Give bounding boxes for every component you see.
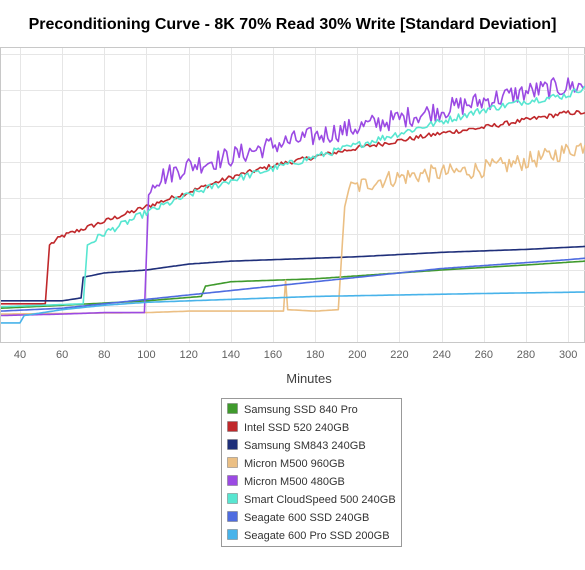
legend-swatch-seagate-600-pro-ssd-200gb [227, 529, 238, 540]
legend-label-seagate-600-pro-ssd-200gb: Seagate 600 Pro SSD 200GB [244, 530, 390, 542]
legend-label-smart-cloudspeed-500-240gb: Smart CloudSpeed 500 240GB [244, 494, 396, 506]
legend-swatch-seagate-600-ssd-240gb [227, 511, 238, 522]
x-tick-labels: 40 60 80 100 120 140 160 180 200 220 240 260 280 300 [14, 349, 577, 361]
x-tick-label: 40 [14, 349, 26, 361]
x-axis-title: Minutes [286, 371, 332, 386]
legend-swatch-samsung-sm843-240gb [227, 439, 238, 450]
legend-label-intel-ssd-520-240gb: Intel SSD 520 240GB [244, 422, 349, 434]
x-tick-label: 300 [559, 349, 577, 361]
x-tick-label: 120 [179, 349, 197, 361]
legend-swatch-micron-m500-480gb [227, 475, 238, 486]
x-tick-label: 60 [56, 349, 68, 361]
x-tick-label: 240 [432, 349, 450, 361]
series-line-samsung-sm843-240gb [1, 245, 585, 302]
legend-label-samsung-ssd-840-pro: Samsung SSD 840 Pro [244, 404, 358, 416]
series-layer [0, 77, 585, 324]
x-tick-label: 260 [475, 349, 493, 361]
series-line-smart-cloudspeed-500-240gb [0, 85, 585, 308]
legend-swatch-intel-ssd-520-240gb [227, 421, 238, 432]
x-tick-label: 220 [390, 349, 408, 361]
legend-label-seagate-600-ssd-240gb: Seagate 600 SSD 240GB [244, 512, 369, 524]
legend-label-micron-m500-480gb: Micron M500 480GB [244, 476, 345, 488]
series-line-micron-m500-960gb [0, 142, 585, 315]
series-line-intel-ssd-520-240gb [1, 110, 585, 305]
x-tick-label: 280 [517, 349, 535, 361]
x-tick-label: 140 [222, 349, 240, 361]
legend-swatch-micron-m500-960gb [227, 457, 238, 468]
x-tick-label: 200 [348, 349, 366, 361]
x-tick-label: 160 [264, 349, 282, 361]
legend-label-micron-m500-960gb: Micron M500 960GB [244, 458, 345, 470]
chart-title: Preconditioning Curve - 8K 70% Read 30% … [28, 16, 557, 33]
series-line-micron-m500-480gb [1, 77, 585, 317]
legend-swatch-samsung-ssd-840-pro [227, 403, 238, 414]
legend-box [221, 398, 402, 547]
series-line-seagate-600-ssd-240gb [0, 257, 585, 312]
x-tick-label: 180 [306, 349, 324, 361]
series-line-samsung-ssd-840-pro [0, 260, 585, 309]
legend-swatch-smart-cloudspeed-500-240gb [227, 493, 238, 504]
x-tick-label: 80 [98, 349, 110, 361]
x-tick-label: 100 [137, 349, 155, 361]
legend-label-samsung-sm843-240gb: Samsung SM843 240GB [244, 440, 366, 452]
series-line-seagate-600-pro-ssd-200gb [1, 291, 585, 324]
legend: Samsung SSD 840 Pro Intel SSD 520 240GB Sa… [221, 398, 402, 547]
